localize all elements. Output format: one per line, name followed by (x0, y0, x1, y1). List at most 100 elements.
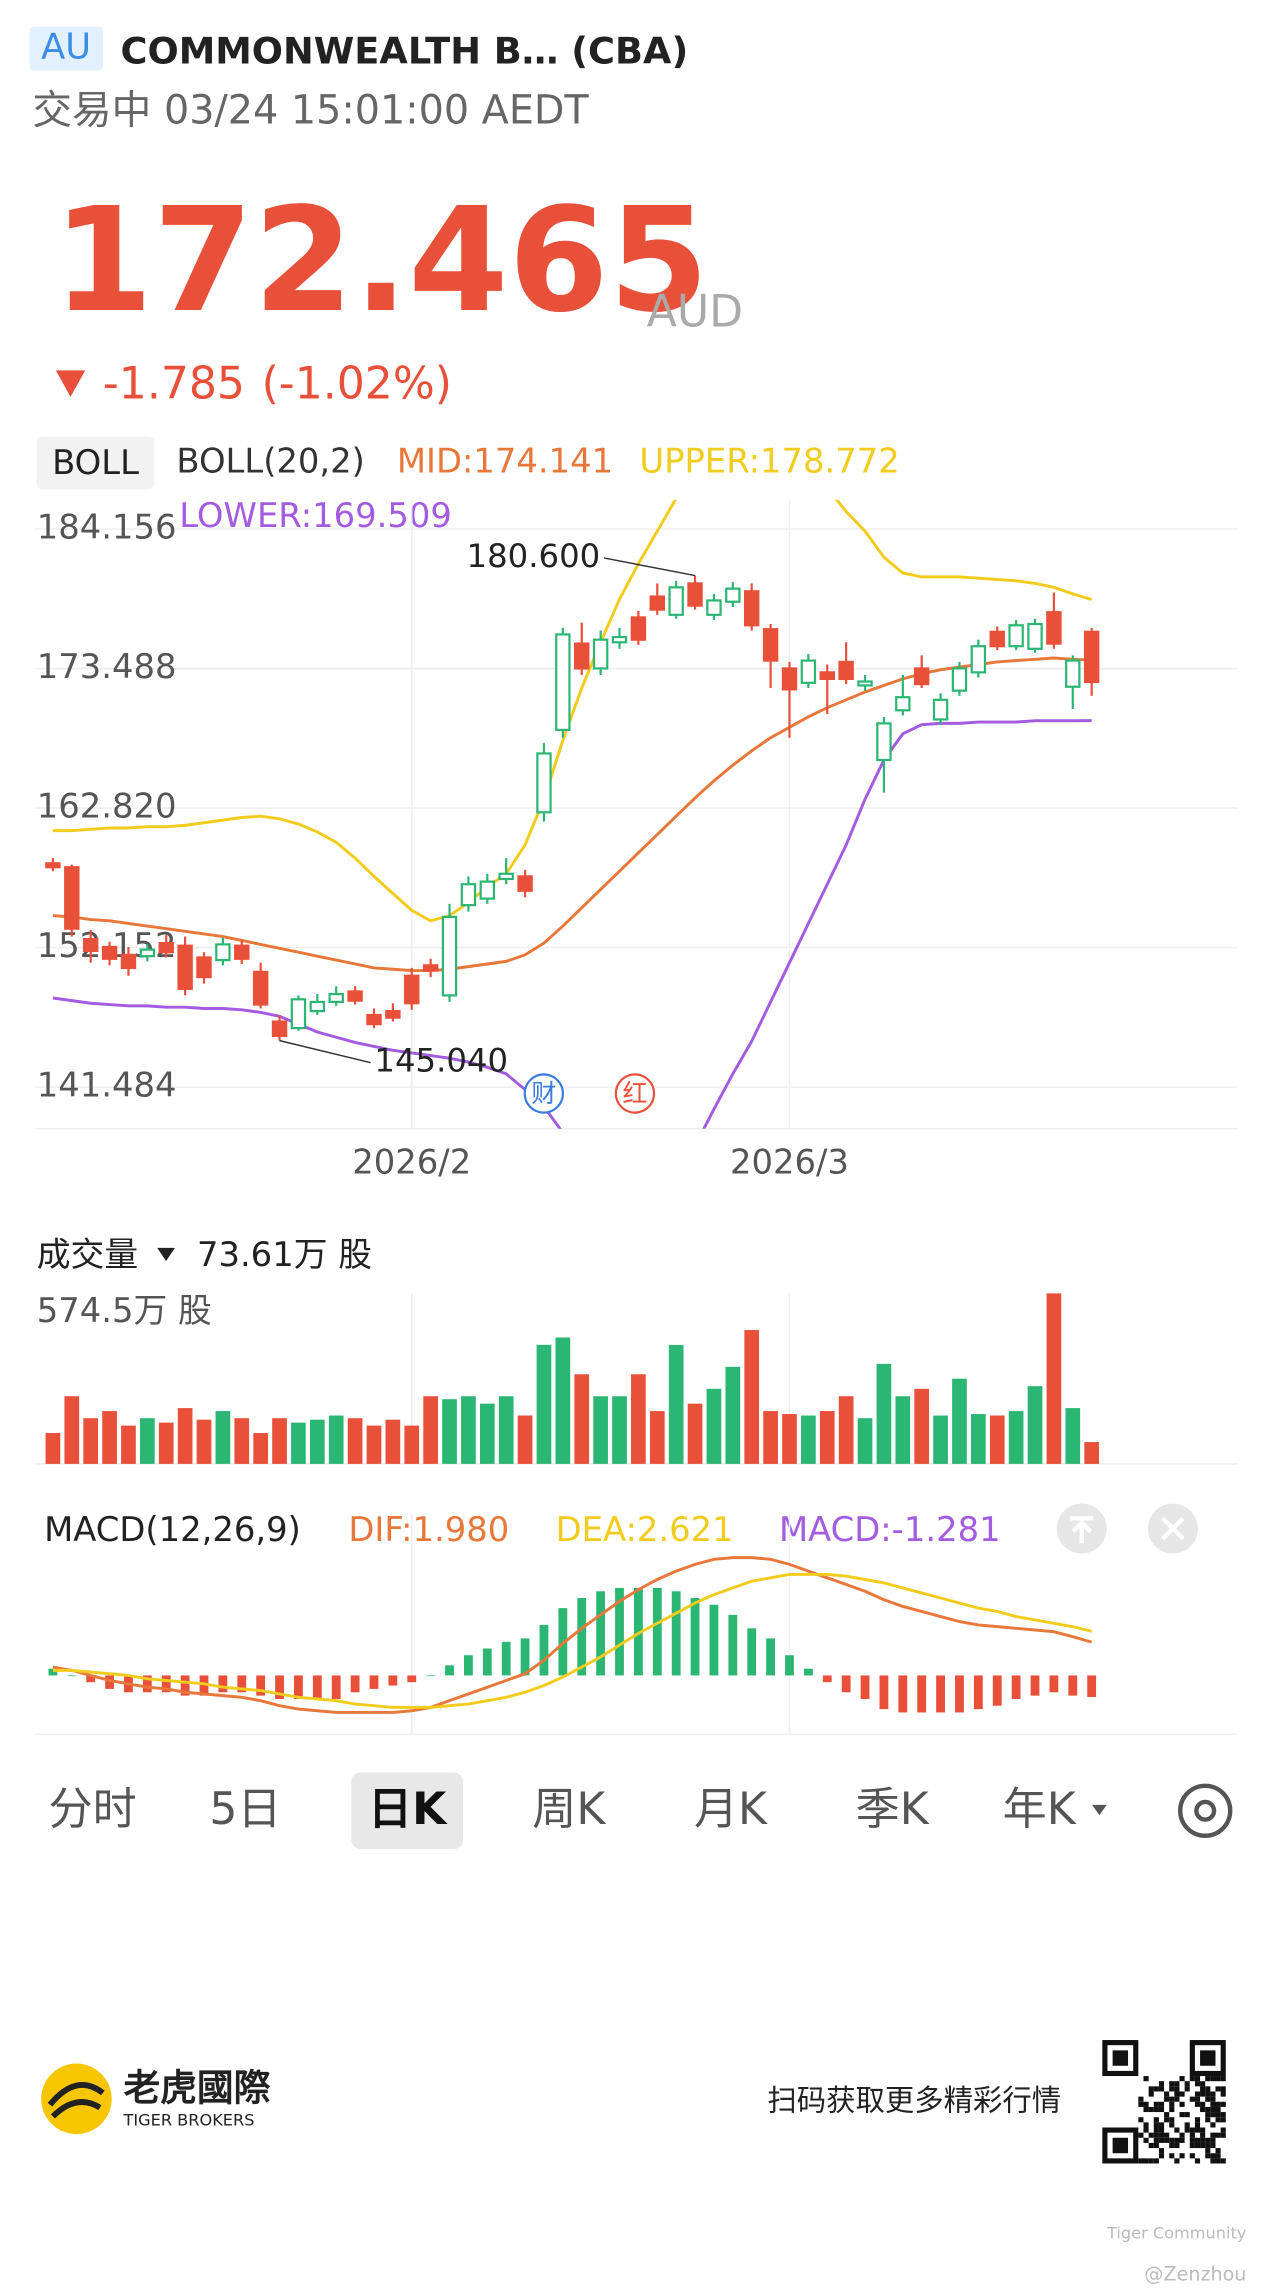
candle-body (252, 970, 269, 1006)
tab[interactable]: 分时 (49, 1784, 137, 1835)
macd-bar (312, 1675, 322, 1699)
event-marker[interactable] (523, 1073, 565, 1114)
qr-module (1153, 2127, 1159, 2133)
candle-body (574, 642, 590, 670)
volume-bar (536, 1344, 552, 1464)
macd-bar (237, 1675, 247, 1693)
tab[interactable]: 月K (694, 1784, 768, 1835)
indicator-button[interactable] (36, 436, 155, 490)
indicator-button-label[interactable]: BOLL (52, 443, 139, 482)
qr-module (1194, 2137, 1201, 2143)
qr-module (1158, 2137, 1165, 2143)
volume-bar (593, 1396, 608, 1464)
qr-module (1189, 2132, 1195, 2138)
qr-module (1179, 2101, 1185, 2107)
x-tick-label: 2026/2 (352, 1143, 471, 1182)
macd-bar (992, 1675, 1002, 1706)
macd-bar (803, 1668, 813, 1676)
macd-bar (426, 1675, 436, 1677)
qr-module (1210, 2137, 1216, 2143)
qr-module (1169, 2081, 1175, 2087)
candle-body (328, 992, 344, 1004)
qr-module (1164, 2117, 1170, 2123)
qr-module (1174, 2127, 1180, 2133)
candle-body (592, 638, 609, 670)
qr-module (1184, 2122, 1190, 2128)
macd-bar (879, 1675, 889, 1710)
qr-module (1210, 2076, 1216, 2082)
qr-module (1220, 2086, 1226, 2092)
candle-body (1046, 611, 1062, 645)
tab[interactable]: 日K (368, 1784, 448, 1835)
qr-module (1210, 2158, 1216, 2164)
macd-bar (633, 1587, 643, 1676)
tab-highlight (351, 1772, 463, 1849)
tab[interactable]: 季K (856, 1784, 930, 1835)
qr-module (1164, 2096, 1170, 2102)
macd-bar (973, 1675, 983, 1710)
macd-bar (1087, 1675, 1097, 1697)
candle-body (196, 956, 212, 979)
watermark: Tiger Community (1106, 2224, 1247, 2243)
x-tick-label: 2026/3 (730, 1143, 849, 1182)
qr-module (1200, 2137, 1206, 2143)
qr-module (1200, 2106, 1206, 2113)
legend-macd: MACD:-1.281 (779, 1510, 1001, 1549)
volume-bar (461, 1396, 476, 1464)
change-percent: (-1.02%) (262, 359, 452, 410)
volume-bar (876, 1363, 892, 1464)
qr-module (1169, 2122, 1175, 2128)
qr-module (1215, 2132, 1221, 2138)
qr-module (1143, 2076, 1149, 2082)
candle-body (82, 938, 99, 953)
qr-module (1194, 2081, 1201, 2087)
macd-bar (652, 1587, 662, 1676)
macd-bar (671, 1591, 681, 1676)
tab[interactable]: 年K (1003, 1784, 1077, 1835)
annotation-leader (603, 557, 696, 577)
qr-module (1143, 2127, 1149, 2133)
qr-module (1194, 2127, 1201, 2133)
volume-bar (1008, 1411, 1024, 1464)
qr-module (1158, 2153, 1165, 2159)
volume-bar (479, 1403, 495, 1464)
macd-bar (709, 1604, 719, 1676)
qr-module (1174, 2086, 1180, 2092)
qr-module (1194, 2158, 1201, 2164)
qr-finder-core (1112, 2137, 1129, 2154)
volume-bar (442, 1399, 457, 1464)
qr-module (1215, 2101, 1221, 2107)
legend-dea: DEA:2.621 (556, 1510, 734, 1549)
candle-body (743, 590, 760, 627)
macd-bar (67, 1675, 77, 1677)
macd-bar (218, 1675, 228, 1693)
tab[interactable]: 5日 (209, 1784, 281, 1835)
macd-bar (180, 1675, 190, 1696)
volume-bar (687, 1403, 703, 1464)
tab[interactable]: 周K (532, 1784, 606, 1835)
candle-body (951, 667, 968, 692)
volume-bar (272, 1418, 287, 1464)
volume-bar (782, 1414, 797, 1464)
qr-module (1143, 2137, 1149, 2143)
qr-module (1220, 2132, 1226, 2138)
y-tick-label: 141.484 (37, 1066, 177, 1105)
qr-finder (1102, 2040, 1139, 2077)
volume-bar (234, 1418, 250, 1464)
candle-body (1008, 624, 1024, 648)
qr-module (1138, 2101, 1144, 2107)
volume-bar (366, 1425, 382, 1464)
indicator: BOLL(20,2) (176, 441, 364, 480)
qr-module (1200, 2132, 1206, 2138)
macd-bar (785, 1655, 794, 1676)
candle-body (668, 586, 684, 616)
qr-module (1174, 2091, 1180, 2097)
qr-module (1143, 2122, 1149, 2128)
legend-upper: UPPER:178.772 (639, 441, 899, 480)
dropdown-arrow[interactable] (157, 1247, 175, 1262)
event-marker[interactable] (614, 1073, 656, 1114)
macd-bar (199, 1675, 209, 1696)
volume-bar (706, 1388, 722, 1464)
settings-button[interactable] (1178, 1783, 1233, 1838)
